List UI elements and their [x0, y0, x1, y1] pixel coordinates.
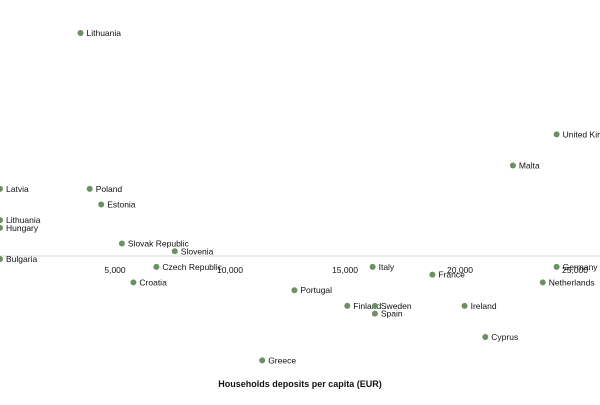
- data-point: [371, 310, 378, 317]
- point-label: Spain: [381, 309, 403, 319]
- data-point: [429, 271, 436, 278]
- data-point: [153, 263, 160, 270]
- point-label: Hungary: [6, 223, 39, 233]
- point-label: France: [438, 270, 465, 280]
- x-tick-label: 5,000: [104, 265, 126, 275]
- data-point: [553, 131, 560, 138]
- point-label: Poland: [96, 184, 123, 194]
- x-tick-label: 20,000: [447, 265, 473, 275]
- point-label: Finland: [353, 301, 381, 311]
- point-label: Greece: [268, 355, 296, 365]
- data-point: [0, 185, 3, 192]
- point-label: Ireland: [471, 301, 497, 311]
- data-points: Lithuania United Kingdom Malta Latvia Poland…: [0, 28, 600, 365]
- data-point: [553, 263, 560, 270]
- x-tick-label: 25,000: [562, 265, 588, 275]
- data-point: [344, 302, 351, 309]
- data-point: [259, 357, 266, 364]
- data-point: [509, 162, 516, 169]
- point-label: Germany: [563, 262, 599, 272]
- data-point: [461, 302, 468, 309]
- data-point: [0, 256, 3, 263]
- point-label: Estonia: [107, 199, 136, 209]
- data-point: [130, 279, 137, 286]
- point-label: Bulgaria: [6, 254, 37, 264]
- data-point: [86, 185, 93, 192]
- point-label: Malta: [519, 161, 540, 171]
- point-label: Lithuania: [87, 28, 122, 38]
- data-point: [371, 302, 378, 309]
- point-label: Cyprus: [491, 332, 518, 342]
- point-label: Lithuania: [6, 215, 41, 225]
- point-label: Netherlands: [549, 277, 595, 287]
- point-label: Sweden: [381, 301, 412, 311]
- point-label: United Kingdom: [563, 129, 600, 139]
- point-label: Portugal: [300, 285, 332, 295]
- point-label: Slovak Republic: [128, 238, 190, 248]
- data-point: [98, 201, 105, 208]
- data-point: [482, 334, 489, 340]
- point-label: Czech Republic: [162, 262, 222, 272]
- data-point: [118, 240, 125, 247]
- point-label: Italy: [379, 262, 395, 272]
- data-point: [0, 217, 3, 224]
- x-axis-title: Households deposits per capita (EUR): [218, 379, 382, 389]
- point-label: Slovenia: [181, 246, 214, 256]
- data-point: [539, 279, 546, 286]
- data-point: [171, 248, 178, 255]
- data-point: [369, 263, 376, 270]
- x-tick-label: 15,000: [332, 265, 358, 275]
- data-point: [0, 224, 3, 231]
- x-tick-labels: 5,000 10,000 15,000 20,000 25,000: [104, 265, 588, 275]
- data-point: [291, 287, 298, 294]
- data-point: [77, 30, 84, 36]
- point-label: Croatia: [139, 277, 167, 287]
- x-tick-label: 10,000: [217, 265, 243, 275]
- point-label: Latvia: [6, 184, 29, 194]
